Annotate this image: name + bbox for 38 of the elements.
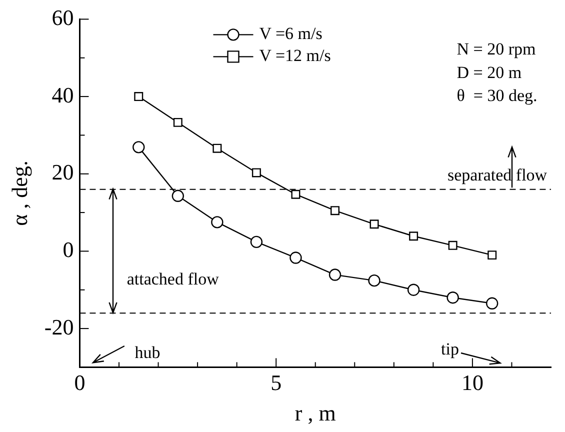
- y-tick-label: 40: [52, 82, 74, 108]
- legend-label: V =6 m/s: [259, 24, 322, 44]
- point: [448, 240, 458, 250]
- y-tick-label: 60: [52, 4, 74, 30]
- point: [252, 168, 261, 178]
- annotation: hub: [134, 343, 160, 362]
- y-tick-label: -20: [44, 314, 74, 340]
- point: [368, 274, 380, 287]
- point: [211, 216, 224, 228]
- annotation: tip: [441, 339, 459, 358]
- point: [173, 118, 182, 127]
- annotation: attached flow: [126, 270, 220, 289]
- point: [409, 232, 418, 241]
- x-tick-label: 10: [461, 370, 484, 396]
- point: [328, 268, 342, 281]
- annotation: θ = 30 deg.: [456, 86, 538, 105]
- point: [212, 144, 222, 153]
- annotation: D = 20 m: [456, 62, 522, 82]
- point: [407, 284, 420, 296]
- point: [134, 92, 144, 102]
- point: [330, 206, 340, 216]
- point: [486, 297, 498, 310]
- y-axis-title: α , deg.: [6, 160, 32, 226]
- point: [250, 236, 263, 248]
- y-tick-label: 0: [62, 236, 74, 262]
- x-axis-title: r , m: [294, 400, 336, 426]
- point: [370, 220, 379, 229]
- annotation: N = 20 rpm: [456, 40, 536, 59]
- point: [446, 292, 459, 304]
- annotation: separated flow: [447, 165, 548, 184]
- y-tick-label: 20: [52, 160, 74, 185]
- x-tick-label: 5: [270, 370, 282, 396]
- point: [290, 252, 302, 264]
- point: [488, 250, 497, 260]
- point: [132, 141, 145, 154]
- point: [291, 190, 300, 199]
- point: [172, 190, 184, 202]
- legend-label: V =12 m/s: [259, 46, 331, 66]
